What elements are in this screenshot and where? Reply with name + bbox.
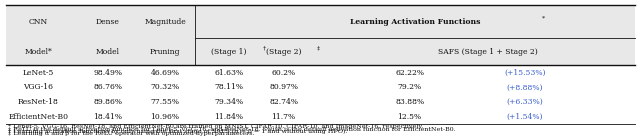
Text: (+1.54%): (+1.54%) [506, 113, 543, 121]
Text: 78.11%: 78.11% [214, 84, 244, 92]
Text: * Lenet-5, VGG-16, ResNet-18, and EfficientNet-B0 are trained on MNIST, CIFAR-10: * Lenet-5, VGG-16, ResNet-18, and Effici… [8, 124, 423, 129]
Text: †: † [262, 45, 266, 50]
Text: EfficientNet-B0: EfficientNet-B0 [8, 113, 68, 121]
Text: 11.7%: 11.7% [271, 113, 296, 121]
Text: (+6.33%): (+6.33%) [506, 98, 543, 106]
Text: 82.74%: 82.74% [269, 98, 298, 106]
Text: 46.69%: 46.69% [150, 69, 180, 77]
Text: (Stage 2): (Stage 2) [266, 48, 301, 56]
Text: 70.32%: 70.32% [150, 84, 180, 92]
Text: (+8.88%): (+8.88%) [506, 84, 543, 92]
Text: 11.84%: 11.84% [214, 113, 244, 121]
Text: Magnitude: Magnitude [144, 18, 186, 26]
Text: 60.2%: 60.2% [271, 69, 296, 77]
Text: (Stage 1): (Stage 1) [211, 48, 247, 56]
Text: SAFS (Stage 1 + Stage 2): SAFS (Stage 1 + Stage 2) [438, 48, 538, 56]
Text: 77.55%: 77.55% [150, 98, 180, 106]
Text: ResNet-18: ResNet-18 [18, 98, 59, 106]
Text: Dense: Dense [95, 18, 120, 26]
Text: LeNet-5: LeNet-5 [22, 69, 54, 77]
Text: ‡: ‡ [317, 45, 320, 50]
Text: ‡ Learning α and β for the ReLU operator with optimized hyperparameters.: ‡ Learning α and β for the ReLU operator… [8, 132, 254, 136]
Text: Model: Model [95, 48, 120, 56]
Text: Learning Activation Functions: Learning Activation Functions [350, 18, 480, 26]
Text: *: * [541, 15, 545, 20]
Text: 89.86%: 89.86% [93, 98, 122, 106]
Bar [6, 5, 635, 65]
Text: 83.88%: 83.88% [395, 98, 424, 106]
Text: Model*: Model* [24, 48, 52, 56]
Text: CNN: CNN [29, 18, 48, 26]
Text: 62.22%: 62.22% [395, 69, 424, 77]
Text: 61.63%: 61.63% [214, 69, 244, 77]
Text: 80.97%: 80.97% [269, 84, 298, 92]
Text: Pruning: Pruning [150, 48, 180, 56]
Text: VGG-16: VGG-16 [24, 84, 53, 92]
Text: 79.34%: 79.34% [214, 98, 244, 106]
Text: (+15.53%): (+15.53%) [504, 69, 545, 77]
Text: 98.49%: 98.49% [93, 69, 122, 77]
Text: 18.41%: 18.41% [93, 113, 122, 121]
Text: 12.5%: 12.5% [397, 113, 422, 121]
Text: † Learning activation functions by only using the first stage of SAFS (α = β = 1: † Learning activation functions by only … [8, 129, 347, 134]
Text: 86.76%: 86.76% [93, 84, 122, 92]
Text: 79.2%: 79.2% [397, 84, 422, 92]
Text: 10.96%: 10.96% [150, 113, 180, 121]
Text: ‡ ReLU is the default activation function for Lenet-5, VGG-16, and ResNet-18. Sw: ‡ ReLU is the default activation functio… [8, 126, 455, 131]
